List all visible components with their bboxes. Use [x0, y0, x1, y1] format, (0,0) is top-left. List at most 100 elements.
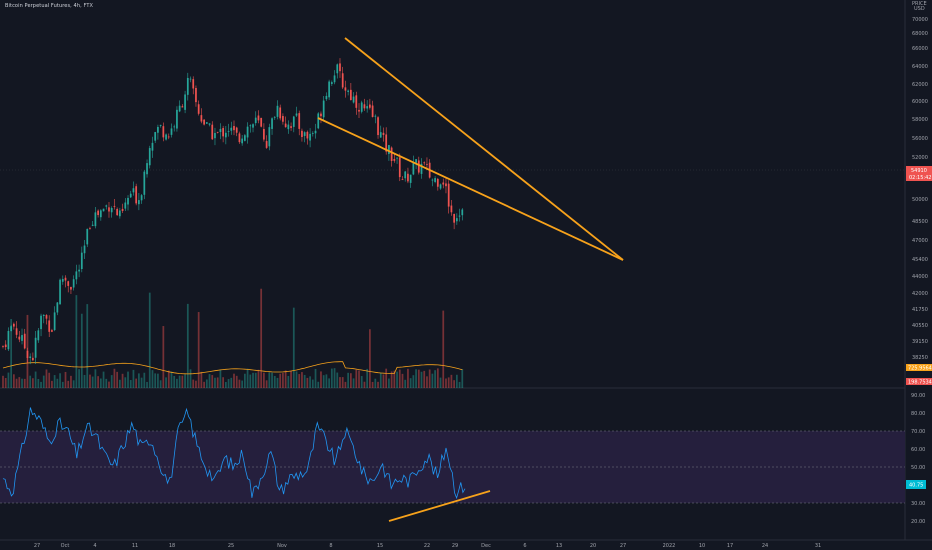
- rsi-divergence-trendline[interactable]: [388, 490, 491, 522]
- volume-bar: [268, 372, 271, 388]
- candle-body: [45, 315, 48, 319]
- candle-body: [99, 210, 102, 218]
- candle-body: [219, 128, 222, 133]
- candle-body: [70, 286, 72, 290]
- candle-body: [165, 134, 167, 140]
- candle-body: [390, 147, 393, 162]
- price-axis[interactable]: PRICE USD 70000 68000 66000 64000 62000 60000…: [912, 1, 928, 361]
- volume-bar: [108, 381, 110, 388]
- volume-bar: [282, 372, 284, 388]
- volume-bar: [461, 369, 464, 388]
- candle-body: [135, 186, 138, 204]
- candle-body: [140, 195, 143, 201]
- volume-bar: [382, 374, 385, 388]
- time-tick-label: 2022: [663, 543, 676, 549]
- candle-body: [279, 107, 282, 119]
- volume-bar: [260, 288, 263, 388]
- candle-body: [347, 90, 350, 92]
- candle-body: [336, 64, 339, 74]
- wedge-upper-trendline[interactable]: [344, 37, 624, 261]
- volume-bar: [249, 374, 252, 388]
- candle-body: [121, 208, 124, 211]
- candle-body: [311, 133, 314, 134]
- volume-bar: [447, 377, 450, 388]
- candle-body: [423, 162, 426, 164]
- candle-body: [458, 215, 461, 217]
- volume-bar: [165, 377, 167, 388]
- candle-body: [431, 179, 434, 181]
- symbol-name: Bitcoin Perpetual Futures: [5, 3, 71, 9]
- volume-bar: [34, 371, 37, 388]
- candle-body: [303, 132, 306, 136]
- time-tick-label: 27: [34, 543, 40, 549]
- volume-bar: [244, 373, 246, 388]
- volume-bar: [412, 375, 415, 388]
- rsi-axis[interactable]: 90.00 80.00 70.00 60.00 50.00 30.00 20.00: [911, 393, 925, 525]
- candle-body: [282, 116, 284, 122]
- volume-bar: [428, 369, 431, 388]
- candle-body: [287, 124, 290, 130]
- candle-body: [64, 277, 67, 281]
- volume-bar: [328, 378, 330, 388]
- volume-bar: [233, 373, 235, 388]
- candle-body: [235, 127, 238, 133]
- volume-bar: [235, 375, 238, 388]
- candle-body: [162, 126, 165, 138]
- candle-body: [374, 115, 377, 117]
- candle-body: [379, 132, 382, 138]
- time-tick-label: Dec: [481, 543, 491, 549]
- falling-wedge[interactable]: [317, 37, 624, 261]
- candle-body: [91, 224, 94, 226]
- time-axis[interactable]: 27 Oct 4 11 18 25 Nov 8 15 22 29 Dec 6 13 20 27 2022 10 17…: [34, 543, 821, 549]
- candle-body: [67, 281, 70, 286]
- volume-bar: [287, 375, 290, 388]
- volume-bar: [197, 312, 200, 388]
- candle-body: [233, 125, 235, 131]
- candle-body: [105, 205, 108, 207]
- volume-bar: [363, 381, 366, 388]
- volume-bar: [252, 372, 254, 388]
- candle-body: [222, 128, 224, 137]
- candle-body: [249, 125, 252, 127]
- volume-bar: [37, 378, 40, 388]
- candle-body: [298, 113, 301, 129]
- candle-body: [102, 208, 105, 212]
- candle-body: [445, 183, 447, 187]
- candle-body: [260, 117, 263, 127]
- candle-body: [26, 350, 29, 358]
- candle-body: [186, 77, 189, 95]
- candle-body: [360, 102, 363, 112]
- candle-body: [271, 118, 273, 129]
- candle-body: [371, 105, 374, 117]
- volume-bar: [195, 380, 197, 388]
- candle-body: [176, 109, 178, 129]
- volume-bar: [75, 295, 78, 388]
- volume-bar: [135, 378, 138, 388]
- volume-bar: [341, 377, 344, 388]
- volume-bar: [284, 370, 287, 388]
- time-tick-label: 18: [169, 543, 175, 549]
- volume-bar: [167, 370, 170, 388]
- price-tick-label: 70000: [912, 17, 928, 23]
- volume-bar: [40, 381, 42, 388]
- volume-bar: [10, 319, 13, 388]
- candle-body: [461, 209, 464, 216]
- rsi-tick-label: 80.00: [911, 411, 925, 417]
- candle-body: [306, 131, 309, 139]
- volume-bar: [70, 375, 72, 388]
- time-tick-label: 13: [556, 543, 562, 549]
- candle-body: [18, 336, 21, 340]
- timeframe: 4h: [73, 3, 81, 9]
- candle-body: [78, 269, 80, 272]
- candle-body: [263, 128, 265, 140]
- wedge-lower-trendline[interactable]: [317, 117, 624, 261]
- candle-body: [211, 124, 214, 140]
- candle-body: [254, 117, 257, 124]
- volume-bar: [13, 374, 15, 388]
- candle-body: [230, 127, 233, 131]
- volume-bar: [436, 368, 439, 388]
- candle-body: [442, 182, 445, 185]
- price-tick-label: 45400: [912, 257, 928, 263]
- price-tick-label: 60000: [912, 99, 928, 105]
